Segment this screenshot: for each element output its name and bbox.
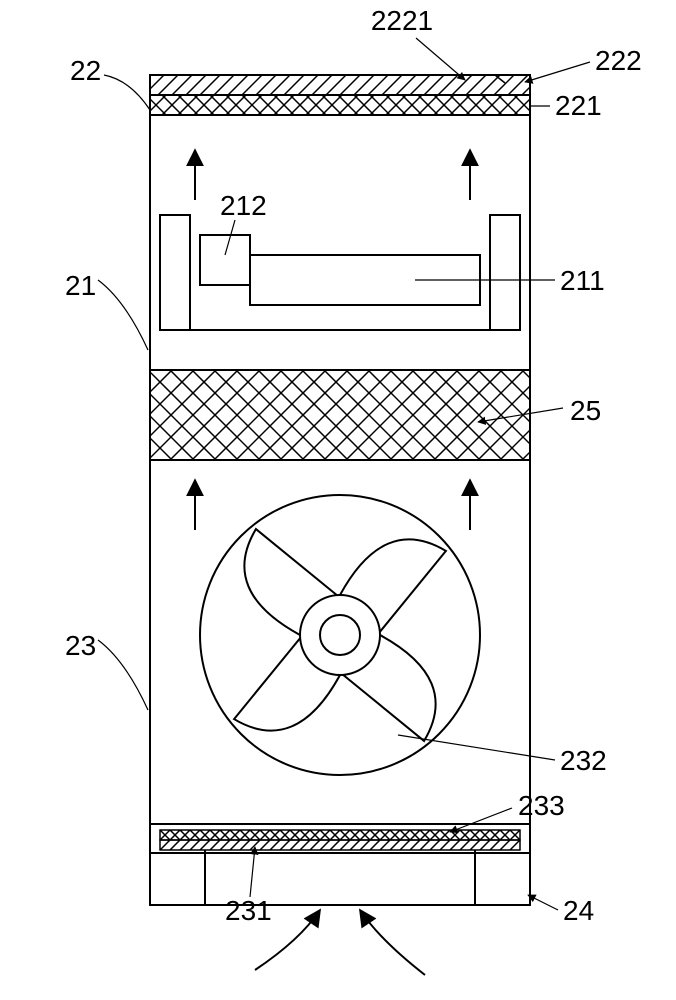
label-22: 22 — [70, 55, 101, 86]
label-233: 233 — [518, 790, 565, 821]
label-21: 21 — [65, 270, 96, 301]
label-25: 25 — [570, 395, 601, 426]
label-222: 222 — [595, 45, 642, 76]
label-23: 23 — [65, 630, 96, 661]
label-232: 232 — [560, 745, 607, 776]
label-212: 212 — [220, 190, 267, 221]
label-2221: 2221 — [371, 5, 433, 36]
label-24: 24 — [563, 895, 594, 926]
label-211: 211 — [560, 265, 605, 296]
technical-diagram: 22212222212221212211252323223323124 — [0, 0, 676, 1000]
label-221: 221 — [555, 90, 602, 121]
label-231: 231 — [225, 895, 272, 926]
